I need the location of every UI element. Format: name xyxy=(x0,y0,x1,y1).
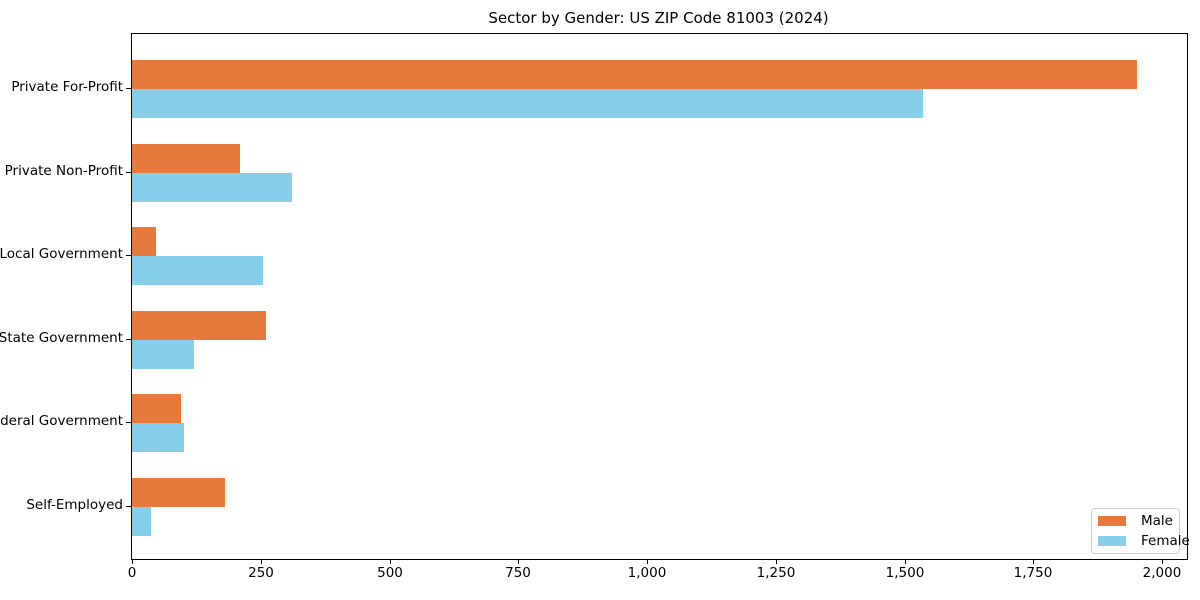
x-tick-mark xyxy=(776,559,777,564)
legend-swatch-male xyxy=(1098,516,1126,526)
x-tick-label: 2,000 xyxy=(1142,565,1182,581)
legend-label-female: Female xyxy=(1141,533,1190,549)
y-tick-mark xyxy=(126,255,131,256)
x-tick-mark xyxy=(647,559,648,564)
y-tick-label: Self-Employed xyxy=(26,497,123,513)
bar-female-private-non-profit xyxy=(132,172,292,202)
y-tick-label: Private For-Profit xyxy=(11,79,123,95)
bar-male-state-government xyxy=(132,310,266,340)
bar-female-state-government xyxy=(132,339,194,369)
chart-title: Sector by Gender: US ZIP Code 81003 (202… xyxy=(488,9,829,27)
y-tick-label: Private Non-Profit xyxy=(4,163,123,179)
y-tick-mark xyxy=(126,422,131,423)
x-tick-mark xyxy=(518,559,519,564)
x-tick-label: 750 xyxy=(505,565,531,581)
x-tick-mark xyxy=(1162,559,1163,564)
legend: Male Female xyxy=(1091,508,1190,554)
x-tick-label: 1,000 xyxy=(627,565,667,581)
bar-male-self-employed xyxy=(132,477,225,507)
legend-item-female: Female xyxy=(1098,533,1190,549)
x-tick-mark xyxy=(132,559,133,564)
legend-item-male: Male xyxy=(1098,513,1179,529)
x-tick-mark xyxy=(390,559,391,564)
bar-female-federal-government xyxy=(132,423,184,452)
plot-area xyxy=(131,33,1188,560)
x-tick-label: 1,250 xyxy=(756,565,796,581)
bar-male-local-government xyxy=(132,227,156,256)
y-tick-mark xyxy=(126,339,131,340)
y-tick-mark xyxy=(126,506,131,507)
y-tick-label: Federal Government xyxy=(0,413,123,429)
x-tick-label: 0 xyxy=(127,565,137,581)
x-tick-mark xyxy=(1033,559,1034,564)
bar-male-private-for-profit xyxy=(132,60,1137,89)
x-tick-label: 250 xyxy=(248,565,274,581)
y-tick-mark xyxy=(126,172,131,173)
bar-female-self-employed xyxy=(132,506,151,536)
x-tick-label: 1,750 xyxy=(1013,565,1053,581)
legend-swatch-female xyxy=(1098,536,1126,546)
legend-label-male: Male xyxy=(1141,513,1173,529)
y-tick-mark xyxy=(126,88,131,89)
y-tick-label: Local Government xyxy=(0,246,123,262)
x-tick-label: 1,500 xyxy=(885,565,925,581)
x-tick-mark xyxy=(905,559,906,564)
bar-male-private-non-profit xyxy=(132,143,240,173)
x-tick-mark xyxy=(261,559,262,564)
x-tick-label: 500 xyxy=(377,565,403,581)
y-tick-label: State Government xyxy=(0,330,123,346)
bar-female-private-for-profit xyxy=(132,89,923,118)
bar-female-local-government xyxy=(132,256,263,285)
bar-male-federal-government xyxy=(132,394,181,423)
